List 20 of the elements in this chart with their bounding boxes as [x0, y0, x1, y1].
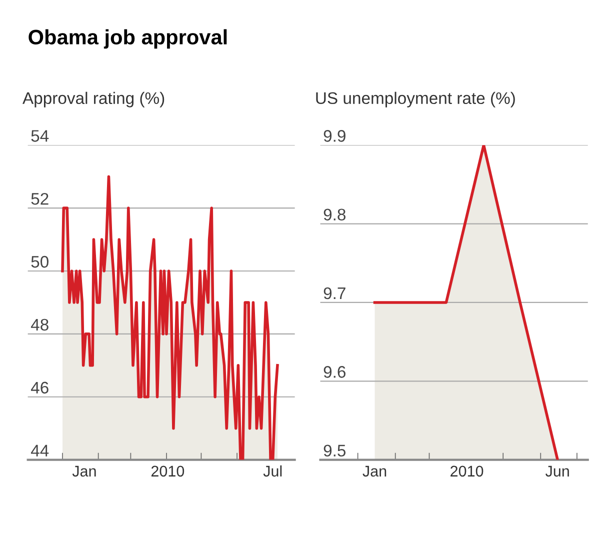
- y-tick-label: 44: [30, 444, 49, 456]
- y-tick-label: 9.9: [324, 130, 346, 142]
- x-tick-label: Jan: [72, 466, 96, 477]
- y-tick-label: 54: [31, 130, 49, 142]
- x-tick-label: 2010: [151, 466, 184, 477]
- y-tick-label: 48: [30, 318, 48, 331]
- x-tick-label: Jul: [263, 465, 282, 477]
- y-tick-label: 52: [31, 192, 48, 205]
- y-tick-label: 9.8: [324, 208, 346, 220]
- x-tick-label: Jun: [546, 466, 569, 477]
- y-tick-label: 50: [31, 256, 48, 268]
- y-tick-label: 46: [30, 382, 48, 394]
- y-axis-title: US unemployment rate (%): [316, 92, 515, 108]
- chart-title: Obama job approval: [28, 29, 227, 49]
- x-tick-label: Jan: [362, 466, 386, 477]
- y-tick-label: 9.5: [324, 444, 346, 457]
- x-tick-label: 2010: [450, 466, 484, 477]
- y-axis-title: Approval rating (%): [22, 92, 164, 108]
- y-tick-label: 9.7: [324, 287, 346, 300]
- y-tick-label: 9.6: [324, 366, 346, 378]
